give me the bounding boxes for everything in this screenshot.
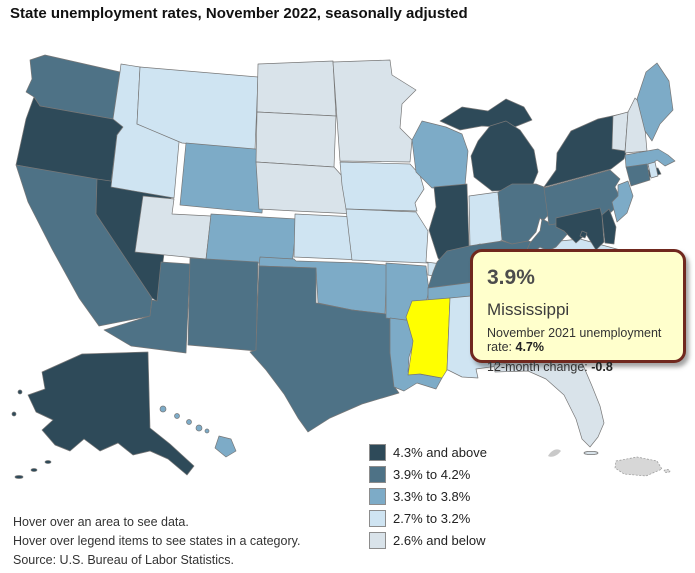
state-IN[interactable] <box>468 191 503 249</box>
tooltip-value: 3.9% <box>487 266 535 289</box>
state-MD[interactable] <box>555 207 605 251</box>
legend-swatch <box>369 532 386 549</box>
legend-item-highest[interactable]: 4.3% and above <box>369 444 487 461</box>
legend-label: 3.9% to 4.2% <box>393 467 471 482</box>
legend: 4.3% and above 3.9% to 4.2% 3.3% to 3.8%… <box>369 444 487 554</box>
state-MI[interactable] <box>439 98 539 192</box>
state-MS[interactable] <box>405 297 451 379</box>
page-title: State unemployment rates, November 2022,… <box>10 5 468 22</box>
state-AZ[interactable] <box>103 261 191 354</box>
state-SD[interactable] <box>255 111 337 168</box>
state-WY[interactable] <box>179 142 268 214</box>
note-source: Source: U.S. Bureau of Labor Statistics. <box>13 553 234 567</box>
state-IA[interactable] <box>339 161 425 212</box>
state-AK[interactable] <box>11 351 195 479</box>
state-DC[interactable] <box>579 230 588 239</box>
state-HI[interactable] <box>159 405 237 458</box>
legend-item-lowest[interactable]: 2.6% and below <box>369 532 487 549</box>
legend-label: 4.3% and above <box>393 445 487 460</box>
state-RI[interactable] <box>647 161 659 179</box>
legend-label: 2.7% to 3.2% <box>393 511 471 526</box>
states-layer <box>11 54 676 479</box>
tooltip-detail-prior-rate: November 2021 unemployment rate: 4.7% <box>487 326 662 354</box>
legend-label: 3.3% to 3.8% <box>393 489 471 504</box>
state-WI[interactable] <box>411 120 469 189</box>
territory-puerto-rico[interactable] <box>614 456 671 477</box>
state-CO[interactable] <box>205 213 298 266</box>
footnotes: Hover over an area to see data. Hover ov… <box>13 513 300 570</box>
note-hover-legend: Hover over legend items to see states in… <box>13 534 301 548</box>
legend-item-middle[interactable]: 3.3% to 3.8% <box>369 488 487 505</box>
legend-swatch <box>369 488 386 505</box>
state-ND[interactable] <box>256 60 337 117</box>
state-NM[interactable] <box>187 257 259 352</box>
legend-item-low[interactable]: 2.7% to 3.2% <box>369 510 487 527</box>
territory-virgin-islands[interactable] <box>548 449 561 457</box>
tooltip-state-name: Mississippi <box>487 300 570 319</box>
map-tooltip: 3.9% Mississippi November 2021 unemploym… <box>470 249 686 374</box>
state-CT[interactable] <box>625 163 651 187</box>
legend-swatch <box>369 444 386 461</box>
legend-swatch <box>369 510 386 527</box>
legend-item-high[interactable]: 3.9% to 4.2% <box>369 466 487 483</box>
tooltip-detail-change: 12-month change: -0.8 <box>487 360 613 374</box>
state-TX[interactable] <box>249 265 400 433</box>
state-NJ[interactable] <box>611 180 634 223</box>
state-MN[interactable] <box>332 59 417 163</box>
legend-label: 2.6% and below <box>393 533 486 548</box>
note-hover-area: Hover over an area to see data. <box>13 515 189 529</box>
state-ME[interactable] <box>636 62 674 142</box>
legend-swatch <box>369 466 386 483</box>
state-DE[interactable] <box>601 208 617 245</box>
